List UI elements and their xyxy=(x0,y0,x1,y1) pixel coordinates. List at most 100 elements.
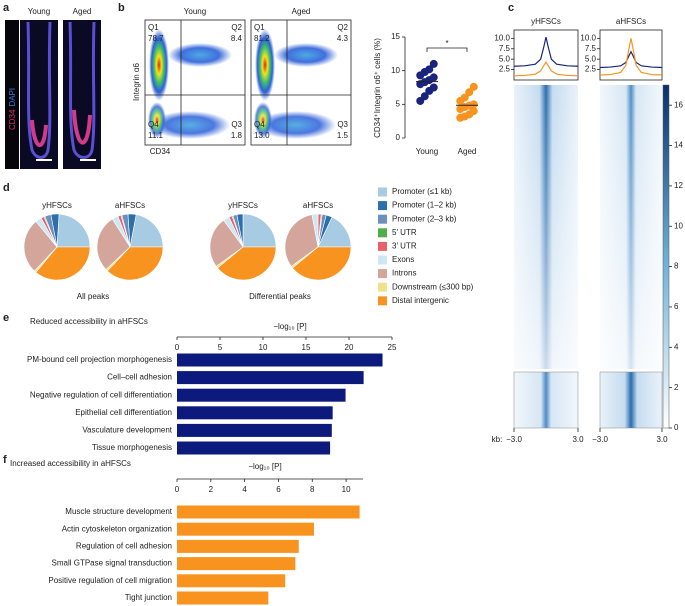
quadrant-label: Q4 xyxy=(148,120,159,129)
pie-slice xyxy=(129,214,164,248)
pie-slice xyxy=(217,246,277,281)
colorbar-label: 16 xyxy=(674,100,683,109)
density xyxy=(148,102,166,138)
x-axis-label: −log₁₀ [P] xyxy=(248,462,281,471)
tissue xyxy=(26,21,52,159)
legend-swatch xyxy=(378,269,387,279)
x-tick-label: 6 xyxy=(276,485,281,494)
x-tick-label: Young xyxy=(416,147,438,156)
image-aged xyxy=(63,20,101,169)
y-tick-label: 7.5 xyxy=(585,44,597,53)
colorbar-label: 10 xyxy=(674,221,683,230)
quadrant-value: 1.8 xyxy=(231,131,243,140)
quadrant-label: Q3 xyxy=(231,120,242,129)
pie-slice xyxy=(23,221,58,272)
category-label: Cell–cell adhesion xyxy=(107,373,172,382)
y-tick-label: 15 xyxy=(391,32,400,41)
legend-swatch xyxy=(378,282,387,292)
bar xyxy=(177,388,346,402)
x-tick-label: −3.0 xyxy=(506,435,522,444)
legend-swatch xyxy=(378,228,387,238)
y-tick-label: 0 xyxy=(396,133,401,142)
pie-title: yHFSCs xyxy=(228,201,258,210)
quadrant-value: 11.1 xyxy=(148,131,164,140)
y-tick-label: 10 xyxy=(391,66,400,75)
category-label: PM-bound cell projection morphogenesis xyxy=(27,355,172,364)
x-tick-label: 2 xyxy=(209,485,214,494)
quadrant-value: 4.3 xyxy=(337,34,349,43)
density xyxy=(255,29,275,101)
profile-line xyxy=(513,60,579,77)
x-tick-label: 3.0 xyxy=(656,435,668,444)
pie-slice xyxy=(292,246,352,281)
bar xyxy=(177,406,333,420)
quadrant-value: 81.2 xyxy=(254,34,270,43)
colorbar-label: 6 xyxy=(674,302,679,311)
heatmap-fade xyxy=(600,85,662,369)
x-tick-label: 20 xyxy=(345,343,354,352)
image-strip xyxy=(5,20,19,169)
category-label: Actin cytoskeleton organization xyxy=(62,524,172,533)
y-tick-label: 5 xyxy=(396,99,401,108)
dot xyxy=(469,82,478,91)
x-tick-label: 0 xyxy=(175,343,180,352)
bar xyxy=(177,522,314,536)
category-label: Regulation of cell adhesion xyxy=(76,542,172,551)
heatmap xyxy=(513,371,579,429)
heatmap xyxy=(599,371,663,429)
colorbar-label: 14 xyxy=(674,141,683,150)
cd34-signal xyxy=(72,109,92,145)
x-tick-label: 10 xyxy=(342,485,351,494)
tissue xyxy=(68,21,96,159)
dot xyxy=(465,88,474,97)
quadrant-label: Q2 xyxy=(337,23,348,32)
panel-label: d xyxy=(3,182,10,194)
flow-plot-frame xyxy=(144,19,246,146)
category-label: Negative regulation of cell differentiat… xyxy=(30,390,172,399)
group-label: Differential peaks xyxy=(249,292,311,301)
dot xyxy=(469,107,478,116)
density xyxy=(149,29,169,101)
category-label: Epithelial cell differentiation xyxy=(75,408,172,417)
y-tick-label: 10.0 xyxy=(494,33,510,42)
x-tick-label: 3.0 xyxy=(572,435,584,444)
x-tick-label: 4 xyxy=(242,485,247,494)
legend-label: Promoter (≤1 kb) xyxy=(392,187,452,196)
legend-label: Exons xyxy=(392,255,414,264)
plot-frame xyxy=(513,29,579,81)
pie-slice xyxy=(35,246,91,281)
dot xyxy=(429,59,438,68)
column-label: Young xyxy=(28,7,50,16)
panel-label: b xyxy=(118,2,125,14)
x-tick-label: 8 xyxy=(310,485,315,494)
legend-label: Distal intergenic xyxy=(392,296,449,305)
quadrant-label: Q3 xyxy=(337,120,348,129)
legend-label: Downstream (≤300 bp) xyxy=(392,282,474,291)
dot xyxy=(429,83,438,92)
quadrant-value: 78.7 xyxy=(148,34,164,43)
y-tick-label: 10.0 xyxy=(580,33,596,42)
legend-label: Promoter (1–2 kb) xyxy=(392,201,457,210)
quadrant-value: 8.4 xyxy=(231,34,243,43)
dot xyxy=(429,73,438,82)
x-tick-label: 0 xyxy=(175,485,180,494)
plot-title: aHFSCs xyxy=(616,17,646,26)
legend-swatch xyxy=(378,187,387,197)
pie-slice xyxy=(242,213,277,248)
category-label: Small GTPase signal transduction xyxy=(52,559,173,568)
bar xyxy=(177,591,269,605)
density xyxy=(254,102,272,138)
bar xyxy=(177,505,360,519)
profile-line xyxy=(513,36,579,67)
quadrant-label: Q4 xyxy=(254,120,265,129)
bar xyxy=(177,557,296,571)
profile-line xyxy=(599,50,663,69)
colorbar-label: 0 xyxy=(674,423,679,432)
heatmap-fade xyxy=(514,85,578,369)
quadrant-value: 13.0 xyxy=(254,131,270,140)
density xyxy=(168,43,232,67)
quadrant-label: Q1 xyxy=(148,23,159,32)
stain-label: CD34 DAPI xyxy=(8,88,17,130)
axis-label: CD34 xyxy=(150,147,171,156)
quadrant-value: 1.5 xyxy=(337,131,349,140)
